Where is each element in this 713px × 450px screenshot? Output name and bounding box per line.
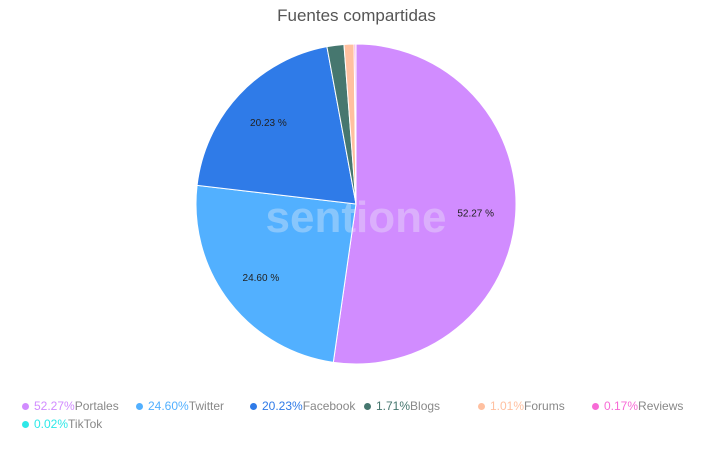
legend-item-twitter[interactable]: 24.60% Twitter <box>136 399 224 413</box>
legend-item-portales[interactable]: 52.27% Portales <box>22 399 119 413</box>
legend-percent: 0.17% <box>604 399 639 413</box>
legend-label: TikTok <box>68 417 103 431</box>
legend-percent: 0.02% <box>34 417 69 431</box>
legend-dot-icon <box>592 402 599 410</box>
data-label: 52.27 % <box>457 209 494 220</box>
legend-item-tiktok[interactable]: 0.02% TikTok <box>22 417 102 431</box>
legend-percent: 20.23% <box>262 399 303 413</box>
legend-percent: 1.71% <box>376 399 411 413</box>
legend-dot-icon <box>136 402 143 410</box>
legend-dot-icon <box>364 402 371 410</box>
legend-label: Blogs <box>410 399 441 413</box>
legend-item-forums[interactable]: 1.01% Forums <box>478 399 565 413</box>
legend-percent: 1.01% <box>490 399 525 413</box>
legend-label: Forums <box>524 399 565 413</box>
pie-slice-portales[interactable] <box>332 43 517 365</box>
legend-percent: 52.27% <box>34 399 75 413</box>
legend-percent: 24.60% <box>148 399 189 413</box>
legend-dot-icon <box>250 402 257 410</box>
legend-dot-icon <box>478 402 485 410</box>
data-label: 20.23 % <box>250 118 287 129</box>
legend-dot-icon <box>22 402 29 410</box>
legend-item-reviews[interactable]: 0.17% Reviews <box>592 399 683 413</box>
data-label: 24.60 % <box>243 273 280 284</box>
pie-slice-facebook[interactable] <box>196 46 357 205</box>
legend-label: Facebook <box>302 399 356 413</box>
legend-item-facebook[interactable]: 20.23% Facebook <box>250 399 355 413</box>
legend-item-blogs[interactable]: 1.71% Blogs <box>364 399 440 413</box>
legend-dot-icon <box>22 420 29 428</box>
pie-slice-twitter[interactable] <box>195 184 357 363</box>
legend-label: Reviews <box>638 399 684 413</box>
legend-label: Twitter <box>188 399 225 413</box>
legend-label: Portales <box>74 399 119 413</box>
chart-title: Fuentes compartidas <box>277 6 436 25</box>
pie-chart: 52.27 % 24.60 % 20.23 % sentione <box>195 43 517 365</box>
watermark: sentione <box>266 193 447 242</box>
